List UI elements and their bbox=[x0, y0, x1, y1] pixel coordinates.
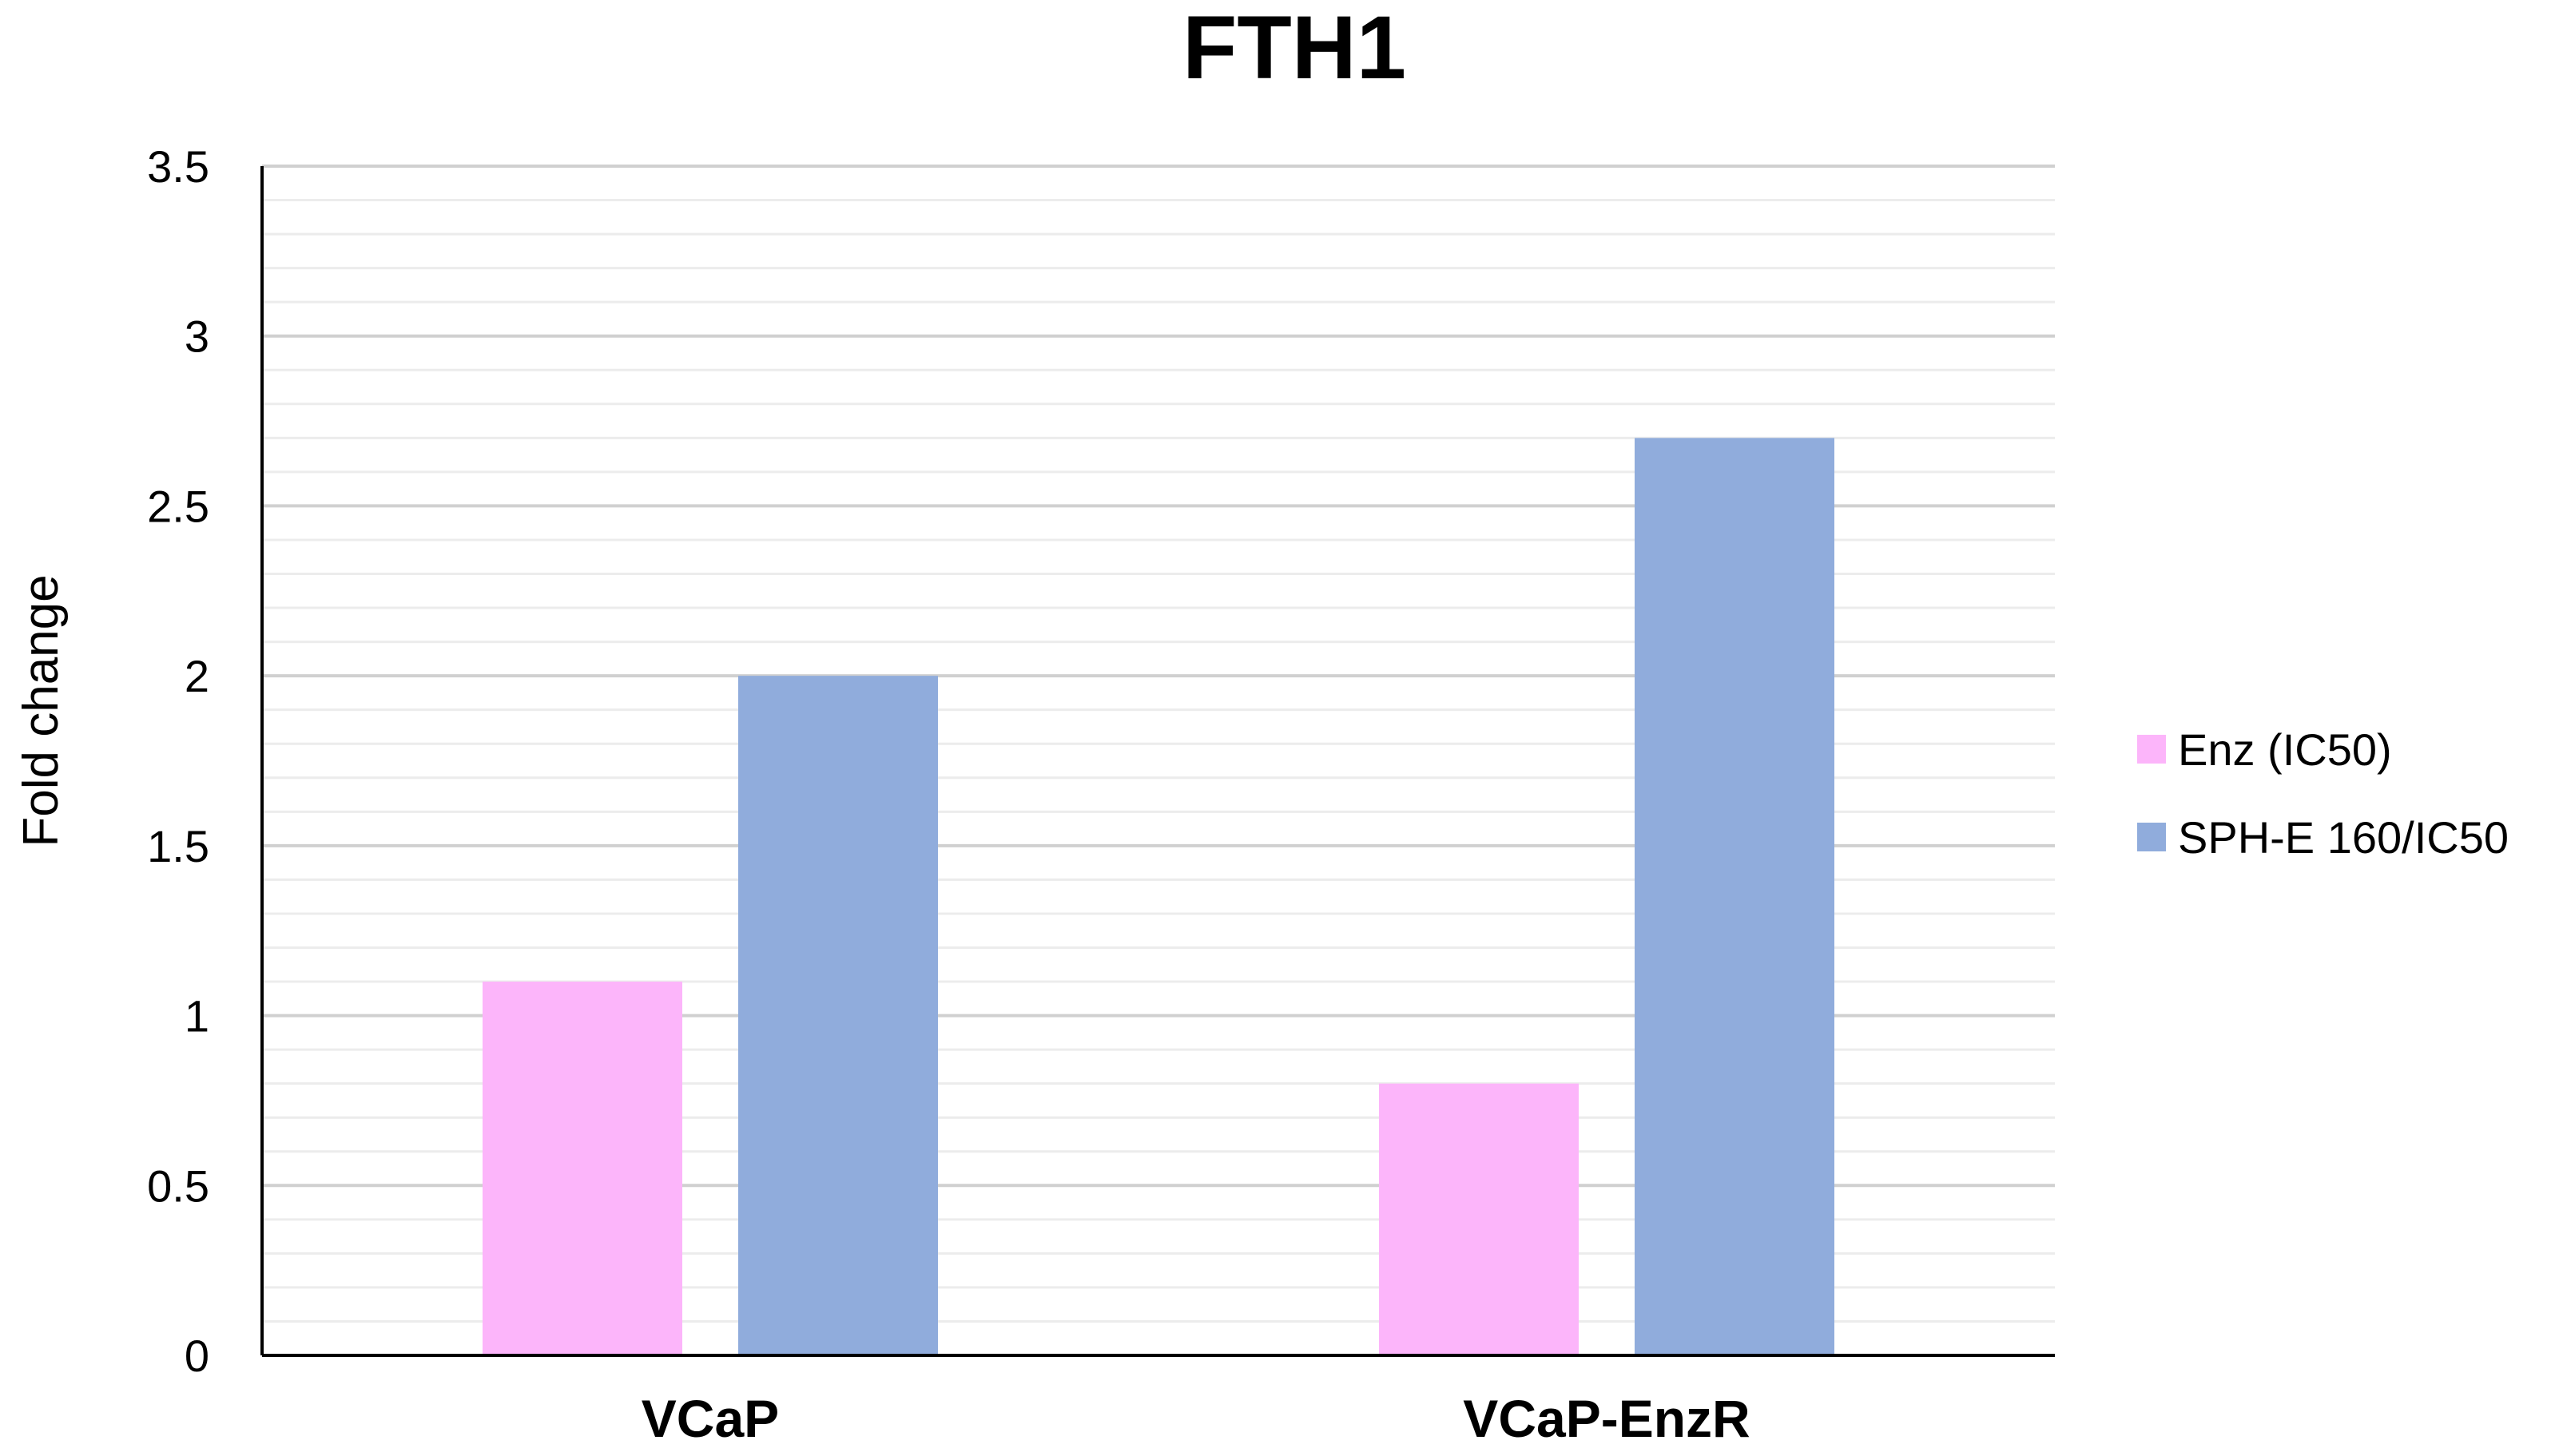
chart-title: FTH1 bbox=[1182, 0, 1406, 97]
bar bbox=[1379, 1083, 1579, 1355]
axes bbox=[260, 166, 2055, 1357]
y-tick-labels: 0 0.5 1 1.5 2 2.5 3 3.5 bbox=[147, 141, 209, 1381]
legend-label: SPH-E 160/IC50 bbox=[2178, 812, 2509, 863]
y-axis-label: Fold change bbox=[14, 574, 69, 847]
bar bbox=[738, 676, 938, 1355]
y-tick-label: 1.5 bbox=[147, 821, 209, 871]
y-tick-label: 0 bbox=[185, 1331, 209, 1381]
legend-label: Enz (IC50) bbox=[2178, 724, 2392, 775]
y-tick-label: 1 bbox=[185, 991, 209, 1041]
y-tick-label: 2.5 bbox=[147, 481, 209, 531]
x-category-label: VCaP-EnzR bbox=[1463, 1389, 1750, 1448]
y-tick-label: 3.5 bbox=[147, 141, 209, 192]
bars bbox=[483, 438, 1834, 1356]
x-category-label: VCaP bbox=[642, 1389, 779, 1448]
y-tick-label: 2 bbox=[185, 651, 209, 701]
legend: Enz (IC50) SPH-E 160/IC50 bbox=[2137, 724, 2509, 863]
y-tick-label: 3 bbox=[185, 311, 209, 362]
legend-swatch bbox=[2137, 735, 2166, 764]
legend-swatch bbox=[2137, 823, 2166, 851]
bar bbox=[483, 982, 682, 1355]
bar bbox=[1635, 438, 1834, 1356]
y-tick-label: 0.5 bbox=[147, 1160, 209, 1211]
x-category-labels: VCaP VCaP-EnzR bbox=[642, 1389, 1750, 1448]
